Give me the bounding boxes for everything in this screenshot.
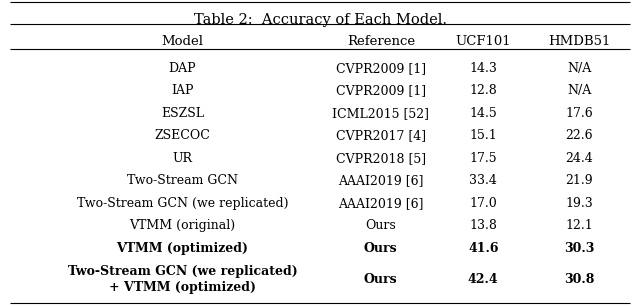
Text: AAAI2019 [6]: AAAI2019 [6]: [338, 197, 424, 210]
Text: Ours: Ours: [365, 219, 396, 232]
Text: 12.1: 12.1: [565, 219, 593, 232]
Text: UR: UR: [172, 152, 193, 165]
Text: HMDB51: HMDB51: [548, 35, 611, 48]
Text: VTMM (optimized): VTMM (optimized): [116, 242, 248, 255]
Text: AAAI2019 [6]: AAAI2019 [6]: [338, 174, 424, 187]
Text: CVPR2009 [1]: CVPR2009 [1]: [336, 62, 426, 75]
Text: Ours: Ours: [364, 242, 397, 255]
Text: Two-Stream GCN (we replicated): Two-Stream GCN (we replicated): [77, 197, 288, 210]
Text: 17.5: 17.5: [469, 152, 497, 165]
Text: IAP: IAP: [171, 84, 194, 97]
Text: 41.6: 41.6: [468, 242, 499, 255]
Text: ICML2015 [52]: ICML2015 [52]: [332, 107, 429, 120]
Text: ESZSL: ESZSL: [161, 107, 204, 120]
Text: Two-Stream GCN (we replicated)
+ VTMM (optimized): Two-Stream GCN (we replicated) + VTMM (o…: [68, 266, 297, 293]
Text: N/A: N/A: [567, 84, 591, 97]
Text: 13.8: 13.8: [469, 219, 497, 232]
Text: 12.8: 12.8: [469, 84, 497, 97]
Text: 14.5: 14.5: [469, 107, 497, 120]
Text: CVPR2017 [4]: CVPR2017 [4]: [336, 129, 426, 142]
Text: 15.1: 15.1: [469, 129, 497, 142]
Text: 33.4: 33.4: [469, 174, 497, 187]
Text: Two-Stream GCN: Two-Stream GCN: [127, 174, 238, 187]
Text: 22.6: 22.6: [565, 129, 593, 142]
Text: Table 2:  Accuracy of Each Model.: Table 2: Accuracy of Each Model.: [193, 13, 447, 27]
Text: 17.6: 17.6: [565, 107, 593, 120]
Text: 30.8: 30.8: [564, 273, 595, 286]
Text: Reference: Reference: [347, 35, 415, 48]
Text: 14.3: 14.3: [469, 62, 497, 75]
Text: Ours: Ours: [364, 273, 397, 286]
Text: VTMM (original): VTMM (original): [129, 219, 236, 232]
Text: 24.4: 24.4: [565, 152, 593, 165]
Text: UCF101: UCF101: [456, 35, 511, 48]
Text: 17.0: 17.0: [469, 197, 497, 210]
Text: N/A: N/A: [567, 62, 591, 75]
Text: CVPR2018 [5]: CVPR2018 [5]: [336, 152, 426, 165]
Text: 42.4: 42.4: [468, 273, 499, 286]
Text: CVPR2009 [1]: CVPR2009 [1]: [336, 84, 426, 97]
Text: 19.3: 19.3: [565, 197, 593, 210]
Text: 21.9: 21.9: [565, 174, 593, 187]
Text: 30.3: 30.3: [564, 242, 595, 255]
Text: DAP: DAP: [168, 62, 196, 75]
Text: Model: Model: [161, 35, 204, 48]
Text: ZSECOC: ZSECOC: [154, 129, 211, 142]
